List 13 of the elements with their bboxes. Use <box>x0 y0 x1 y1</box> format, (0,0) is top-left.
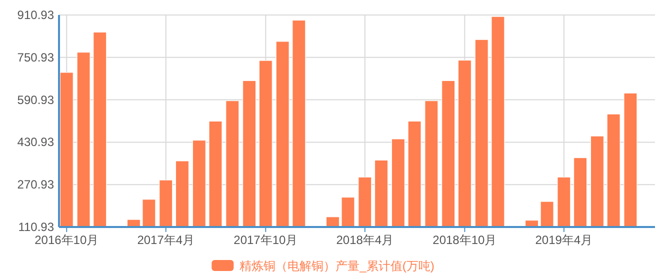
y-tick-label: 750.93 <box>17 50 54 64</box>
x-tick-label: 2017年10月 <box>234 233 298 247</box>
y-tick-label: 110.93 <box>18 220 54 234</box>
x-tick-label: 2019年4月 <box>535 233 593 247</box>
x-tick-label: 2018年4月 <box>336 233 394 247</box>
x-tick-label: 2018年10月 <box>432 233 497 247</box>
y-tick-label: 430.93 <box>17 135 54 150</box>
y-tick-label: 590.93 <box>17 92 54 107</box>
y-tick-label: 270.93 <box>17 178 54 192</box>
y-tick-label: 910.93 <box>17 8 54 22</box>
x-tick-label: 2017年4月 <box>137 233 195 247</box>
x-tick-label: 2016年10月 <box>34 233 99 247</box>
legend-label: 精炼铜（电解铜）产量_累计值(万吨) <box>240 259 434 273</box>
